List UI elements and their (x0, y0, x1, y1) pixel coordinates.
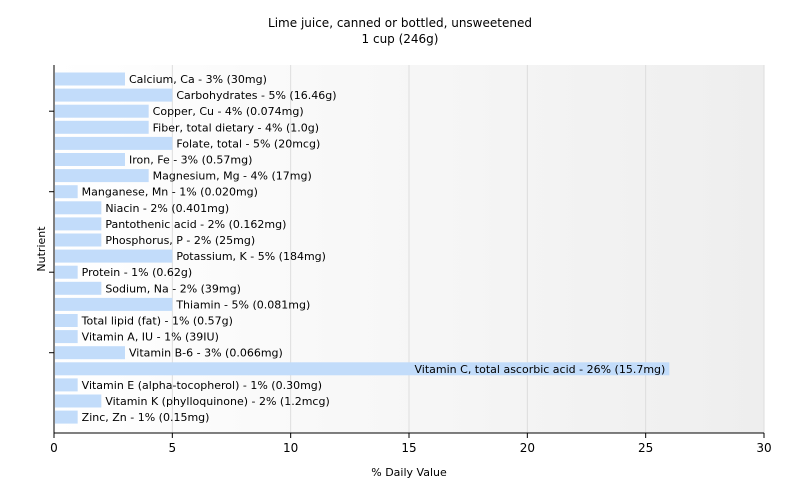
x-tick-label: 5 (169, 441, 177, 455)
bar (55, 185, 78, 199)
bar (55, 249, 173, 263)
bar-label: Manganese, Mn - 1% (0.020mg) (82, 186, 258, 199)
x-tick-label: 15 (401, 441, 416, 455)
bar-label: Vitamin C, total ascorbic acid - 26% (15… (415, 363, 666, 376)
chart-subtitle: 1 cup (246g) (361, 32, 439, 46)
bar-label: Iron, Fe - 3% (0.57mg) (129, 154, 252, 167)
bar-label: Niacin - 2% (0.401mg) (105, 202, 229, 215)
bar (55, 346, 125, 360)
axes: 0 5 10 15 20 25 30 (49, 65, 772, 455)
bar-label: Vitamin K (phylloquinone) - 2% (1.2mcg) (105, 395, 329, 408)
bar (55, 136, 173, 150)
bar-label: Protein - 1% (0.62g) (82, 266, 193, 279)
chart-title-block: Lime juice, canned or bottled, unsweeten… (0, 15, 800, 47)
bar-label: Vitamin E (alpha-tocopherol) - 1% (0.30m… (82, 379, 322, 392)
bar-label: Magnesium, Mg - 4% (17mg) (153, 170, 312, 183)
bar (55, 297, 173, 311)
x-tick-label: 10 (283, 441, 298, 455)
bar (55, 281, 102, 295)
bar-label: Copper, Cu - 4% (0.074mg) (153, 105, 304, 118)
bar (55, 120, 149, 134)
chart-title: Lime juice, canned or bottled, unsweeten… (268, 16, 532, 30)
bar-label: Zinc, Zn - 1% (0.15mg) (82, 411, 210, 424)
bar (55, 104, 149, 118)
bar (55, 153, 125, 166)
bar (55, 233, 102, 247)
x-tick-label: 30 (756, 441, 771, 455)
bar-label: Calcium, Ca - 3% (30mg) (129, 73, 267, 86)
bar-label: Thiamin - 5% (0.081mg) (175, 298, 310, 311)
bar (55, 265, 78, 279)
x-axis-label: % Daily Value (371, 466, 447, 479)
bar (55, 217, 102, 231)
bar (55, 314, 78, 327)
bar-label: Total lipid (fat) - 1% (0.57g) (81, 315, 233, 328)
bar (55, 169, 149, 183)
bar (55, 88, 173, 102)
bar (55, 201, 102, 215)
bar-label: Vitamin A, IU - 1% (39IU) (82, 331, 219, 344)
bar-label: Folate, total - 5% (20mcg) (176, 137, 320, 150)
bar-label: Vitamin B-6 - 3% (0.066mg) (129, 347, 283, 360)
bar (55, 362, 670, 376)
x-tick-label: 25 (638, 441, 653, 455)
bar (55, 410, 78, 424)
bar-label: Potassium, K - 5% (184mg) (176, 250, 326, 263)
bar-label: Carbohydrates - 5% (16.46g) (176, 89, 336, 102)
y-axis-label: Nutrient (35, 226, 48, 272)
bars: Calcium, Ca - 3% (30mg) Carbohydrates - 5… (55, 72, 670, 424)
x-tick-label: 20 (520, 441, 535, 455)
bar (55, 378, 78, 392)
bar (55, 394, 102, 408)
bar (55, 72, 125, 86)
x-tick-label: 0 (50, 441, 58, 455)
bar-label: Fiber, total dietary - 4% (1.0g) (153, 121, 319, 134)
bar-label: Sodium, Na - 2% (39mg) (105, 282, 241, 295)
bar (55, 330, 78, 344)
bar-label: Phosphorus, P - 2% (25mg) (105, 234, 255, 247)
bar-label: Pantothenic acid - 2% (0.162mg) (105, 218, 286, 231)
